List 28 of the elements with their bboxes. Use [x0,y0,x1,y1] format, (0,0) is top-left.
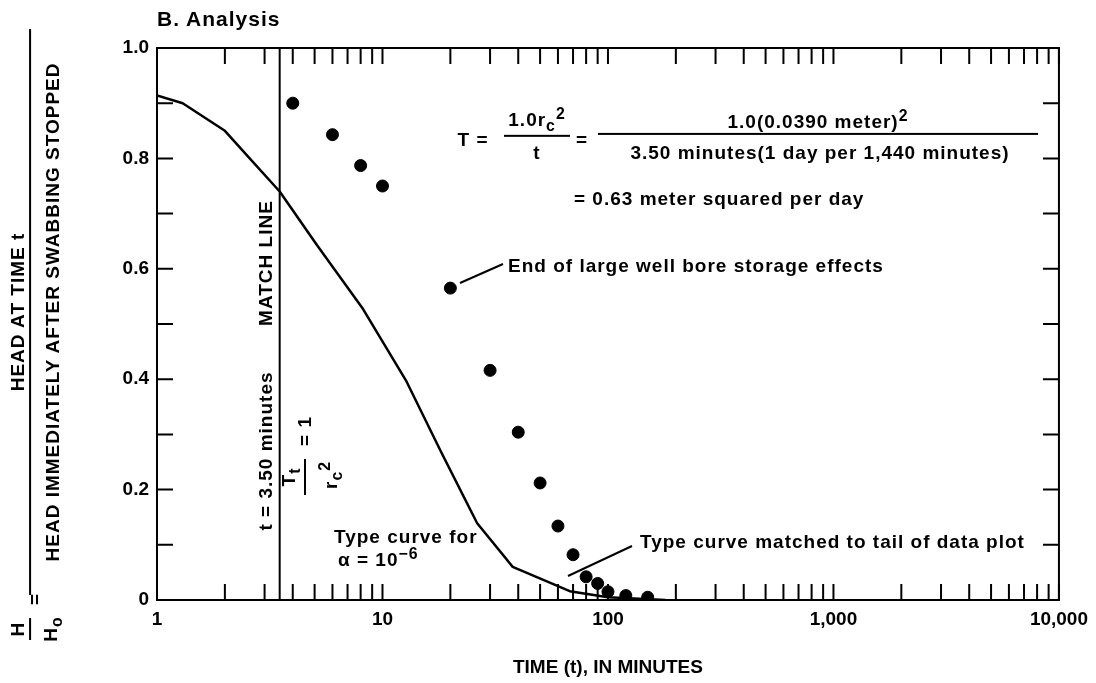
y-tick-label: 0.6 [122,257,149,279]
y-tick-label: 0.4 [122,367,150,389]
annotation: = [575,129,589,151]
annotation: t [533,142,541,164]
text: HEAD IMMEDIATELY AFTER SWABBING STOPPED [42,62,64,562]
x-tick-label: 10 [371,607,394,629]
annotation: = 0.63 meter squared per day [574,188,865,210]
annotation: T = [457,129,489,151]
y-tick-label: 0.2 [122,477,149,499]
y-tick-label: 1.0 [122,36,149,58]
annotation: 3.50 minutes(1 day per 1,440 minutes) [630,142,1010,164]
x-tick-label: 10,000 [1029,607,1089,629]
x-tick-label: 1,000 [809,607,858,629]
y-tick-label: 0.8 [122,146,149,168]
annotation: End of large well bore storage effects [508,255,884,277]
ref-line-label: MATCH LINE [254,200,277,327]
x-tick-label: 1 [151,607,163,629]
x-axis-title: TIME (t), IN MINUTES [512,655,703,677]
annotation: t = 3.50 minutes [255,371,277,531]
y-tick-label: 0 [138,588,149,610]
chart-title: B. Analysis [157,6,281,32]
text: HEAD AT TIME t [7,232,29,392]
text: = [24,592,46,606]
annotation: 1.0(0.0390 meter)$^{2}$ [598,106,1038,136]
annotation: = 1 [294,416,316,446]
text: H [7,618,31,640]
annotation: Type curve matched to tail of data plot [640,531,1025,553]
x-tick-label: 100 [592,607,624,629]
